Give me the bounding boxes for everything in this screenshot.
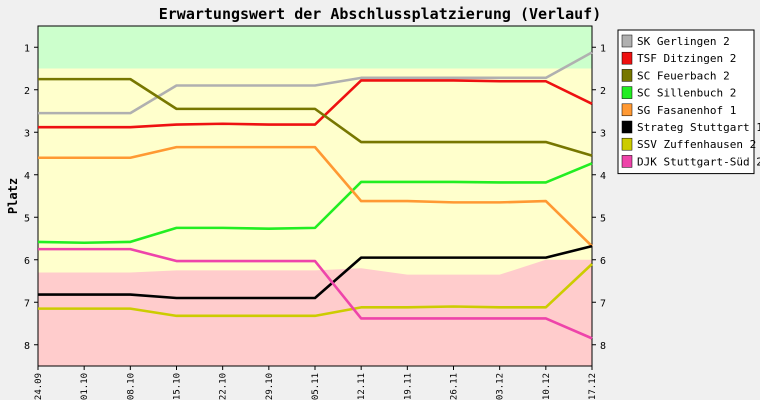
- x-tick-label: 08.10: [126, 373, 136, 400]
- y-tick-label-right: 6: [600, 256, 606, 267]
- series-line-6: [38, 244, 593, 300]
- y-tick-label-left: 1: [24, 43, 30, 54]
- legend-label: SG Fasanenhof 1: [637, 104, 736, 117]
- legend-label: Strateg Stuttgart 1: [637, 121, 760, 134]
- x-tick-label: 05.11: [311, 373, 321, 400]
- y-tick-label-right: 4: [600, 171, 606, 182]
- legend-swatch: [621, 103, 633, 117]
- y-tick-label-left: 8: [24, 341, 30, 352]
- x-tick-label: 12.11: [357, 373, 367, 400]
- legend-box: [617, 29, 755, 175]
- x-tick-label: 29.10: [265, 373, 275, 400]
- y-tick-label-left: 3: [24, 128, 30, 139]
- legend: SK Gerlingen 2 TSF Ditzingen 2 SC Feuerbac…: [617, 29, 760, 175]
- chart-title: Erwartungswert der Abschlussplatzierung …: [159, 5, 602, 23]
- legend-label: TSF Ditzingen 2: [637, 52, 736, 65]
- x-tick-label: 17.12: [588, 373, 598, 400]
- legend-swatch: [621, 137, 633, 151]
- x-tick-label: 24.09: [34, 373, 44, 400]
- x-tick-label: 01.10: [80, 373, 90, 400]
- x-tick-label: 15.10: [173, 373, 183, 400]
- series-line-8: [38, 247, 593, 340]
- series-line-5: [38, 145, 593, 248]
- y-tick-label-left: 2: [24, 86, 30, 97]
- y-tick-label-left: 7: [24, 298, 30, 309]
- y-tick-label-right: 2: [600, 86, 606, 97]
- legend-swatch: [621, 34, 633, 48]
- series-line-1: [38, 51, 593, 115]
- x-tick-label: 22.10: [219, 373, 229, 400]
- band-promotion: [38, 26, 592, 69]
- legend-label: SC Feuerbach 2: [637, 69, 730, 82]
- y-tick-label-right: 1: [600, 43, 606, 54]
- y-tick-label-left: 4: [24, 171, 30, 182]
- y-tick-label-right: 8: [600, 341, 606, 352]
- legend-swatch: [621, 155, 633, 168]
- series-line-2: [38, 79, 593, 129]
- legend-label: SC Sillenbuch 2: [637, 87, 736, 100]
- band-relegation: [38, 259, 592, 366]
- legend-label: SK Gerlingen 2: [637, 35, 730, 48]
- legend-swatch: [621, 120, 633, 134]
- y-axis-label: Platz: [6, 178, 20, 214]
- legend-swatch: [621, 51, 633, 65]
- x-tick-label: 03.12: [496, 373, 506, 400]
- y-tick-label-right: 5: [600, 213, 606, 224]
- x-tick-label: 10.12: [542, 373, 552, 400]
- plot-area: 1 1 2 2 3 3 4 4 5 5 6 6 7 7 8 8 24.09 01.10 08.10 15.10 22.1…: [24, 25, 606, 400]
- x-tick-label: 19.11: [403, 373, 413, 400]
- legend-swatch: [621, 69, 633, 82]
- y-tick-label-right: 3: [600, 128, 606, 139]
- legend-label: SSV Zuffenhausen 2: [637, 138, 756, 151]
- x-tick-label: 26.11: [450, 373, 460, 400]
- series-line-4: [37, 162, 593, 245]
- y-tick-label-left: 6: [24, 256, 30, 267]
- y-tick-label-left: 5: [24, 213, 30, 224]
- series-line-3: [38, 77, 593, 157]
- legend-label: DJK Stuttgart-Süd 2: [637, 155, 760, 168]
- y-tick-label-right: 7: [600, 298, 606, 309]
- series-line-7: [38, 263, 593, 318]
- legend-swatch: [621, 86, 633, 99]
